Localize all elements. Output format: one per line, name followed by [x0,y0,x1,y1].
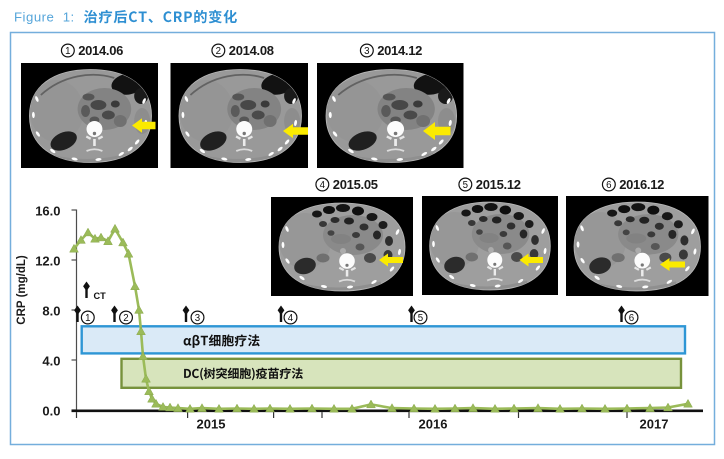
svg-text:1: 1 [85,313,90,324]
svg-text:2014.12: 2014.12 [377,43,422,58]
svg-text:1: 1 [65,46,70,57]
svg-text:2017: 2017 [640,417,669,432]
svg-text:16.0: 16.0 [35,203,60,218]
svg-text:2016.12: 2016.12 [619,177,664,192]
svg-text:CT: CT [94,291,107,301]
svg-text:2: 2 [216,46,221,57]
svg-text:2016: 2016 [419,417,448,432]
svg-text:2015: 2015 [197,417,226,432]
svg-text:5: 5 [463,180,468,191]
svg-text:6: 6 [606,180,611,191]
svg-text:12.0: 12.0 [35,253,60,268]
svg-text:4: 4 [288,313,294,324]
svg-text:6: 6 [629,313,634,324]
svg-text:4: 4 [320,180,326,191]
svg-text:CRP (mg/dL): CRP (mg/dL) [16,255,28,325]
svg-text:3: 3 [364,46,369,57]
svg-text:2015.05: 2015.05 [333,177,378,192]
svg-text:8.0: 8.0 [42,303,60,318]
svg-text:0.0: 0.0 [42,403,60,418]
svg-text:2015.12: 2015.12 [476,177,521,192]
svg-text:2: 2 [123,313,128,324]
svg-text:2014.06: 2014.06 [78,43,123,58]
svg-text:Figure 1:: Figure 1: [14,10,75,25]
svg-text:5: 5 [418,313,423,324]
svg-text:2014.08: 2014.08 [229,43,274,58]
svg-text:4.0: 4.0 [42,353,60,368]
svg-text:3: 3 [195,313,200,324]
